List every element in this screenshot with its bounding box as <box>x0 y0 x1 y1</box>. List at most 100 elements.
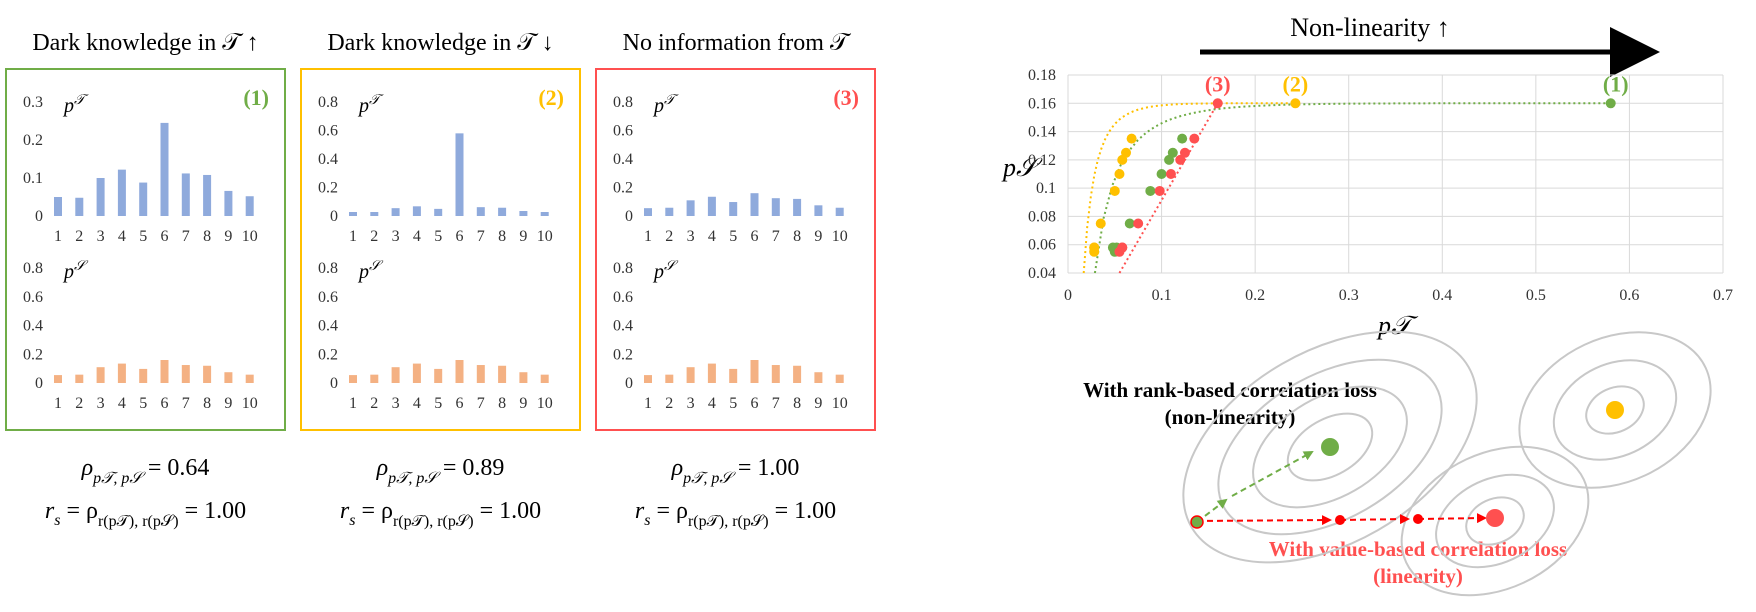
contour-ring <box>1585 385 1645 435</box>
student-bar-chart: 0.8 0.6 0.4 0.2 01 2 3 4 5 6 7 8 9 10 p𝒮 <box>23 259 258 412</box>
y-tick-label: 0.04 <box>1028 265 1056 282</box>
x-tick-label: 3 <box>687 228 695 245</box>
x-tick-label: 10 <box>242 395 258 412</box>
teacher-bar <box>665 207 674 216</box>
student-bar <box>412 363 421 383</box>
student-bar <box>96 367 105 383</box>
y-tick-label: 0.12 <box>1028 152 1056 169</box>
teacher-bar <box>245 196 254 216</box>
x-tick-label: 8 <box>203 228 211 245</box>
student-bar <box>54 375 62 383</box>
x-tick-label: 1 <box>644 228 652 245</box>
scatter-point <box>1179 147 1190 158</box>
scatter-point <box>1156 169 1167 179</box>
x-tick-label: 9 <box>814 395 822 412</box>
x-tick-label: 8 <box>203 395 211 412</box>
scatter-point <box>1177 133 1188 144</box>
x-tick-label: 3 <box>687 395 695 412</box>
x-tick-label: 8 <box>793 228 801 245</box>
panel-1: Dark knowledge in 𝒯 ↑(1)0.30.20.101 2 3 4 5 6… <box>5 30 286 530</box>
rank-path-segment <box>1231 451 1314 497</box>
teacher-bar <box>160 122 169 216</box>
student-bar <box>75 374 84 383</box>
red-step-point <box>1335 515 1345 525</box>
scatter-point <box>1164 154 1175 165</box>
teacher-bar <box>224 190 233 216</box>
y-tick-label: 0.6 <box>613 289 633 306</box>
y-tick-label: 0.3 <box>23 94 43 111</box>
x-tick-label: 1 <box>349 228 357 245</box>
x-tick-label: 0.3 <box>1339 287 1359 304</box>
student-bar <box>707 363 716 383</box>
y-tick-label: 0.4 <box>613 318 633 335</box>
y-tick-label: 0.4 <box>613 151 633 168</box>
scatter-point <box>1117 154 1128 165</box>
x-tick-label: 4 <box>118 395 126 412</box>
x-tick-label: 9 <box>814 228 822 245</box>
contour-ring <box>1182 330 1478 564</box>
spearman-formula: rs = ρr(p𝒯), r(p𝒮) = 1.00 <box>635 498 836 530</box>
scatter-point <box>1117 242 1128 253</box>
panel-border <box>595 68 876 431</box>
x-tick-label: 1 <box>54 228 62 245</box>
teacher-bar <box>814 205 823 216</box>
x-tick-label: 0.7 <box>1713 287 1733 304</box>
contour-ring <box>1465 496 1525 546</box>
student-bar <box>245 374 254 383</box>
x-tick-label: 2 <box>665 395 673 412</box>
x-tick-label: 2 <box>665 228 673 245</box>
y-tick-label: 0.6 <box>318 289 338 306</box>
value-loss-subtitle: (linearity) <box>1373 564 1463 588</box>
teacher-bar <box>644 208 652 216</box>
loss-landscape-diagram: With rank-based correlation loss (non-li… <box>1083 330 1712 597</box>
scatter-point <box>1089 242 1100 253</box>
y-tick-label: 0.6 <box>613 123 633 140</box>
x-tick-label: 5 <box>729 228 737 245</box>
contour-ring <box>1252 385 1408 509</box>
bar-chart-panels: Dark knowledge in 𝒯 ↑(1)0.30.20.101 2 3 4 5 6… <box>5 30 876 530</box>
teacher-bar <box>181 173 190 216</box>
rank-loss-subtitle: (non-linearity) <box>1165 405 1296 429</box>
student-bar <box>455 360 464 383</box>
green-optimum-point <box>1321 438 1339 456</box>
teacher-bar <box>519 211 528 216</box>
student-bar <box>434 368 443 383</box>
teacher-bar <box>498 207 507 216</box>
x-tick-label: 8 <box>498 228 506 245</box>
x-tick-label: 9 <box>519 228 527 245</box>
student-bar-chart: 0.8 0.6 0.4 0.2 01 2 3 4 5 6 7 8 9 10 p𝒮 <box>318 259 553 412</box>
y-tick-label: 0.06 <box>1028 237 1056 254</box>
y-tick-label: 0.6 <box>318 123 338 140</box>
y-tick-label: 0.8 <box>318 94 338 111</box>
y-tick-label: 0.2 <box>23 346 43 363</box>
teacher-bar <box>793 198 802 216</box>
teacher-bar <box>729 202 738 216</box>
y-tick-label: 0.8 <box>318 260 338 277</box>
contour-ring <box>1435 473 1555 569</box>
x-tick-label: 7 <box>477 228 485 245</box>
teacher-bar <box>540 212 549 216</box>
pearson-formula: ρp𝒯, p𝒮 = 1.00 <box>671 455 800 487</box>
scatter-point <box>1175 154 1186 165</box>
student-bar <box>476 365 485 383</box>
contour-ring <box>1518 331 1712 489</box>
teacher-bar-chart: 0.8 0.6 0.4 0.2 01 2 3 4 5 6 7 8 9 10 p𝒯 <box>613 93 848 245</box>
teacher-bar <box>391 208 400 216</box>
teacher-bar <box>686 200 695 216</box>
x-tick-label: 1 <box>54 395 62 412</box>
x-tick-label: 9 <box>224 395 232 412</box>
x-tick-label: 9 <box>224 228 232 245</box>
x-tick-label: 5 <box>434 228 442 245</box>
x-tick-label: 2 <box>370 395 378 412</box>
y-tick-label: 0.6 <box>23 289 43 306</box>
pearson-formula: ρp𝒯, p𝒮 = 0.89 <box>376 455 505 487</box>
x-tick-label: 5 <box>434 395 442 412</box>
x-tick-label: 8 <box>793 395 801 412</box>
student-bar <box>519 372 528 383</box>
student-bar <box>349 375 357 383</box>
student-bar <box>540 374 549 383</box>
student-bar <box>117 363 126 383</box>
teacher-bar <box>835 207 844 216</box>
student-bar <box>139 368 148 383</box>
